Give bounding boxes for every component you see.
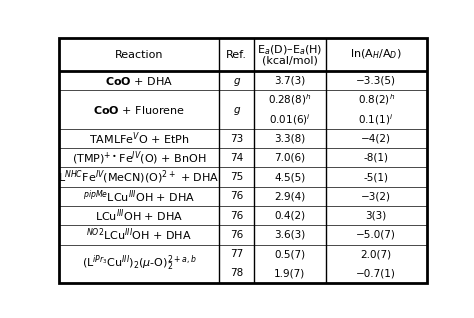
Text: 3.7(3): 3.7(3) — [274, 76, 305, 86]
Text: 2.0(7): 2.0(7) — [361, 249, 392, 259]
Text: −0.7(1): −0.7(1) — [356, 268, 396, 278]
Text: 76: 76 — [230, 230, 243, 240]
Text: −4(2): −4(2) — [361, 134, 391, 144]
Text: 76: 76 — [230, 191, 243, 201]
Text: 0.4(2): 0.4(2) — [274, 211, 305, 221]
Text: (TMP)$^{+\bullet}$Fe$^{IV}$(O) + BnOH: (TMP)$^{+\bullet}$Fe$^{IV}$(O) + BnOH — [72, 149, 206, 167]
Text: 3(3): 3(3) — [365, 211, 387, 221]
Text: g: g — [233, 105, 240, 115]
Text: -8(1): -8(1) — [364, 153, 389, 163]
Text: 0.1(1)$^{i}$: 0.1(1)$^{i}$ — [358, 112, 394, 127]
Text: −5.0(7): −5.0(7) — [356, 230, 396, 240]
Text: 74: 74 — [230, 153, 243, 163]
Text: 4.5(5): 4.5(5) — [274, 172, 305, 182]
Text: 2.9(4): 2.9(4) — [274, 191, 305, 201]
Text: 7.0(6): 7.0(6) — [274, 153, 305, 163]
Text: (L$^{iPr_3}$Cu$^{III}$)$_2$($\mu$-O)$_2^{2+a,b}$: (L$^{iPr_3}$Cu$^{III}$)$_2$($\mu$-O)$_2^… — [82, 254, 197, 274]
Text: E$_a$(D)–E$_a$(H): E$_a$(D)–E$_a$(H) — [257, 44, 322, 57]
Text: Ref.: Ref. — [226, 50, 247, 60]
Text: 77: 77 — [230, 249, 243, 259]
Text: Reaction: Reaction — [115, 50, 164, 60]
Text: L$^{NHC}$Fe$^{IV}$(MeCN)(O)$^{2+}$ + DHA: L$^{NHC}$Fe$^{IV}$(MeCN)(O)$^{2+}$ + DHA — [58, 168, 220, 186]
Text: 3.3(8): 3.3(8) — [274, 134, 305, 144]
Text: −3.3(5): −3.3(5) — [356, 76, 396, 86]
Text: $\mathbf{CoO}$ + Fluorene: $\mathbf{CoO}$ + Fluorene — [93, 104, 185, 116]
Text: 0.8(2)$^{h}$: 0.8(2)$^{h}$ — [357, 93, 395, 107]
Text: TAMLFe$^{V}$O + EtPh: TAMLFe$^{V}$O + EtPh — [89, 130, 190, 147]
Text: 0.5(7): 0.5(7) — [274, 249, 305, 259]
Text: 0.01(6)$^{i}$: 0.01(6)$^{i}$ — [269, 112, 310, 127]
Text: 75: 75 — [230, 172, 243, 182]
Text: 73: 73 — [230, 134, 243, 144]
Text: 78: 78 — [230, 268, 243, 278]
Text: 3.6(3): 3.6(3) — [274, 230, 305, 240]
Text: -5(1): -5(1) — [364, 172, 389, 182]
Text: (kcal/mol): (kcal/mol) — [262, 55, 318, 65]
Text: g: g — [233, 76, 240, 86]
Text: 0.28(8)$^{h}$: 0.28(8)$^{h}$ — [268, 93, 311, 107]
Text: LCu$^{III}$OH + DHA: LCu$^{III}$OH + DHA — [95, 207, 183, 224]
Text: 76: 76 — [230, 211, 243, 221]
Text: $^{NO2}$LCu$^{III}$OH + DHA: $^{NO2}$LCu$^{III}$OH + DHA — [86, 227, 192, 243]
Text: $^{pipMe}$LCu$^{III}$OH + DHA: $^{pipMe}$LCu$^{III}$OH + DHA — [83, 188, 195, 205]
Text: $\mathbf{CoO}$ + DHA: $\mathbf{CoO}$ + DHA — [105, 75, 173, 87]
Text: ln(A$_H$/A$_D$): ln(A$_H$/A$_D$) — [350, 48, 402, 61]
Text: −3(2): −3(2) — [361, 191, 391, 201]
Text: 1.9(7): 1.9(7) — [274, 268, 305, 278]
